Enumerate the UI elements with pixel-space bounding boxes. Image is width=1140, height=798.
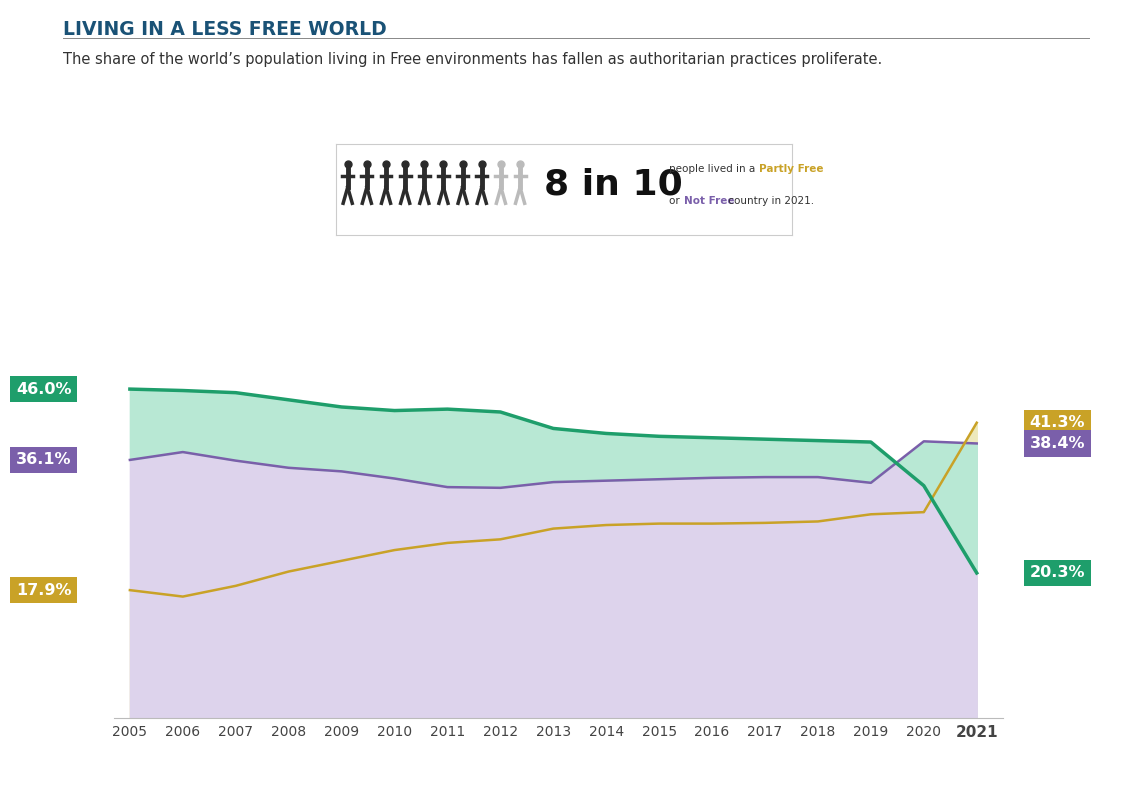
Text: 46.0%: 46.0% — [16, 381, 72, 397]
Text: 20.3%: 20.3% — [1029, 566, 1085, 580]
Text: 8 in 10: 8 in 10 — [544, 168, 683, 202]
Text: The share of the world’s population living in Free environments has fallen as au: The share of the world’s population livi… — [63, 52, 882, 67]
Text: 38.4%: 38.4% — [1029, 436, 1085, 451]
Text: 17.9%: 17.9% — [16, 583, 72, 598]
Text: 36.1%: 36.1% — [16, 452, 72, 468]
Text: Partly Free: Partly Free — [759, 164, 824, 174]
Text: country in 2021.: country in 2021. — [725, 196, 814, 206]
Text: Not Free: Not Free — [684, 196, 734, 206]
Text: people lived in a: people lived in a — [669, 164, 759, 174]
Text: LIVING IN A LESS FREE WORLD: LIVING IN A LESS FREE WORLD — [63, 20, 386, 39]
Text: or: or — [669, 196, 683, 206]
Text: 41.3%: 41.3% — [1029, 415, 1085, 430]
